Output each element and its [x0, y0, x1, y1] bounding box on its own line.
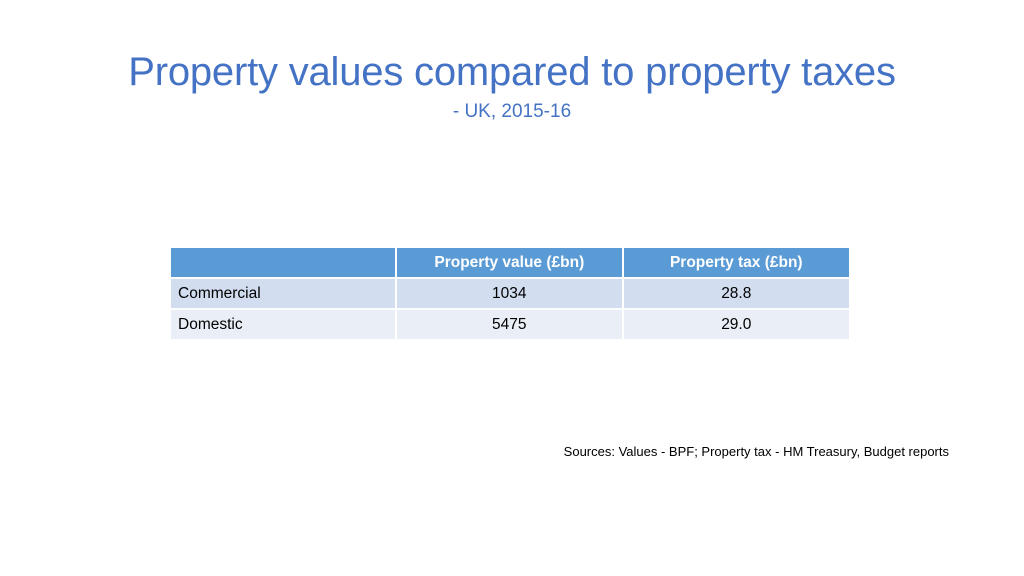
- sources-note: Sources: Values - BPF; Property tax - HM…: [563, 444, 949, 459]
- header-cell-empty: [168, 246, 398, 279]
- table-header: Property value (£bn) Property tax (£bn): [168, 246, 852, 279]
- cell-property-tax: 29.0: [621, 308, 852, 341]
- header-row: Property value (£bn) Property tax (£bn): [168, 246, 852, 279]
- cell-property-tax: 28.8: [621, 277, 852, 310]
- cell-property-value: 1034: [395, 277, 624, 310]
- table-row: Domestic 5475 29.0: [168, 308, 852, 341]
- data-table: Property value (£bn) Property tax (£bn) …: [168, 246, 852, 341]
- table-row: Commercial 1034 28.8: [168, 277, 852, 310]
- row-label-domestic: Domestic: [168, 308, 398, 341]
- header-cell-property-value: Property value (£bn): [395, 246, 624, 279]
- slide-subtitle: - UK, 2015-16: [452, 101, 572, 122]
- slide-title: Property values compared to property tax…: [128, 50, 896, 94]
- cell-property-value: 5475: [395, 308, 624, 341]
- row-label-commercial: Commercial: [168, 277, 398, 310]
- header-cell-property-tax: Property tax (£bn): [621, 246, 852, 279]
- table-body: Commercial 1034 28.8 Domestic 5475 29.0: [168, 277, 852, 341]
